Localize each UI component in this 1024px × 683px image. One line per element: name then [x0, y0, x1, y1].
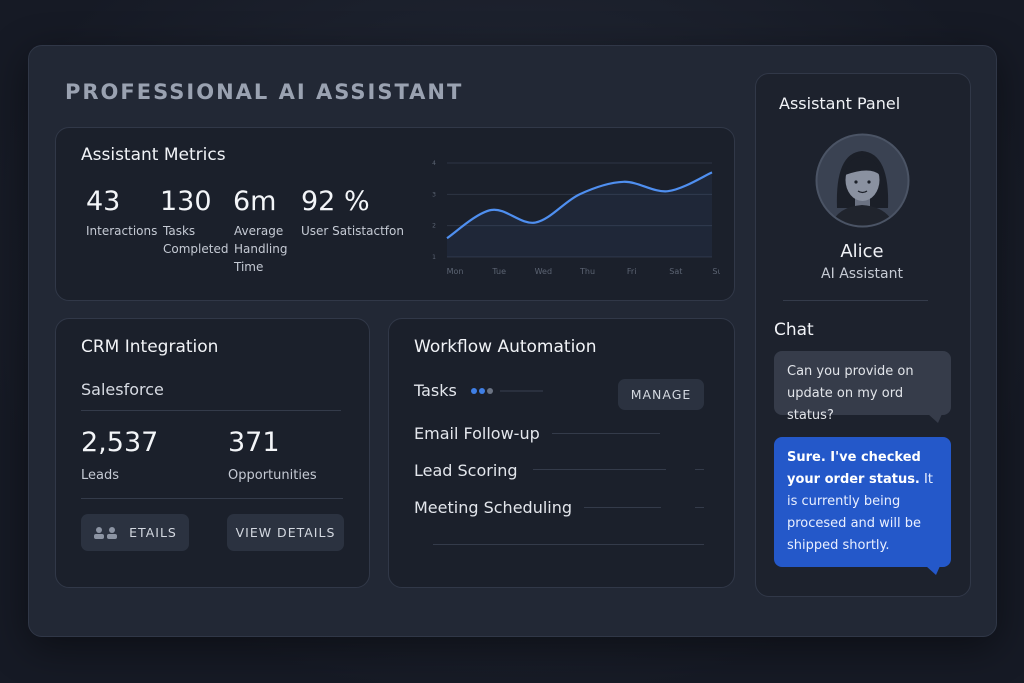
task-item: Email Follow-up — [414, 424, 540, 443]
x-tick-label: Sun — [712, 267, 720, 276]
metrics-card — [55, 127, 735, 301]
manage-button[interactable]: MANAGE — [618, 379, 704, 410]
y-tick-label: 2 — [432, 223, 436, 230]
stat-value: 371 — [228, 427, 280, 458]
line-series — [446, 171, 713, 240]
metric-label: Tasks Completed — [163, 224, 229, 256]
details-button[interactable]: ETAILS — [81, 514, 189, 551]
chat-title: Chat — [774, 320, 814, 340]
y-tick-label: 3 — [432, 191, 436, 198]
separator — [81, 498, 343, 499]
task-item: Lead Scoring — [414, 461, 518, 480]
x-tick-label: Tue — [491, 267, 506, 276]
separator — [783, 300, 928, 301]
metric-value: 130 — [160, 186, 212, 217]
y-tick-label: 1 — [432, 254, 436, 261]
separator — [584, 507, 661, 508]
button-label: VIEW DETAILS — [235, 525, 336, 540]
button-label: ETAILS — [129, 525, 177, 540]
card-title: CRM Integration — [81, 337, 219, 357]
separator — [695, 507, 704, 508]
stat-value: 2,537 — [81, 427, 159, 458]
metric-value: 43 — [86, 186, 121, 217]
separator — [533, 469, 666, 470]
x-tick-label: Sat — [669, 267, 682, 276]
x-tick-label: Fri — [627, 267, 637, 276]
stat-label: Leads — [81, 468, 120, 483]
assistant-role: AI Assistant — [821, 266, 903, 282]
line-chart: 1 2 3 4 Mon Tue Wed Thu Fri Sat Sun — [432, 160, 720, 276]
crm-source: Salesforce — [81, 380, 164, 399]
metric-label: Average Handling Time — [234, 224, 288, 274]
metric-label: Interactions — [86, 224, 158, 238]
button-label: MANAGE — [630, 387, 692, 402]
assistant-message: Sure. I've checked your order status. It… — [774, 437, 951, 567]
metric-label: User Satistactfon — [301, 224, 404, 238]
page-title: PROFESSIONAL AI ASSISTANT — [65, 80, 464, 104]
x-tick-label: Wed — [535, 267, 552, 276]
avatar — [815, 133, 910, 228]
card-title: Assistant Metrics — [81, 145, 226, 165]
view-details-button[interactable]: VIEW DETAILS — [227, 514, 344, 551]
line-area — [447, 172, 712, 257]
metric-value: 92 % — [301, 186, 370, 217]
separator — [695, 469, 704, 470]
tasks-label: Tasks — [414, 381, 457, 400]
separator — [433, 544, 704, 545]
bubble-tail — [926, 566, 940, 575]
separator — [81, 410, 341, 411]
message-bold: Sure. I've checked your order status. — [787, 450, 921, 487]
metric-value: 6m — [233, 186, 277, 217]
assistant-name: Alice — [840, 241, 884, 262]
panel-title: Assistant Panel — [779, 94, 901, 113]
x-tick-label: Thu — [579, 267, 595, 276]
progress-dots — [471, 388, 543, 394]
people-icon — [94, 526, 118, 539]
task-item: Meeting Scheduling — [414, 498, 573, 517]
x-tick-label: Mon — [447, 267, 464, 276]
message-text: It is currently being procesed and will … — [787, 472, 933, 553]
stat-label: Opportunities — [228, 468, 317, 483]
workflow-card — [388, 318, 735, 588]
card-title: Workflow Automation — [414, 337, 597, 357]
user-message: Can you provide on update on my ord stat… — [774, 351, 951, 423]
bubble-tail — [928, 414, 942, 423]
y-tick-label: 4 — [432, 160, 436, 167]
separator — [552, 433, 660, 434]
